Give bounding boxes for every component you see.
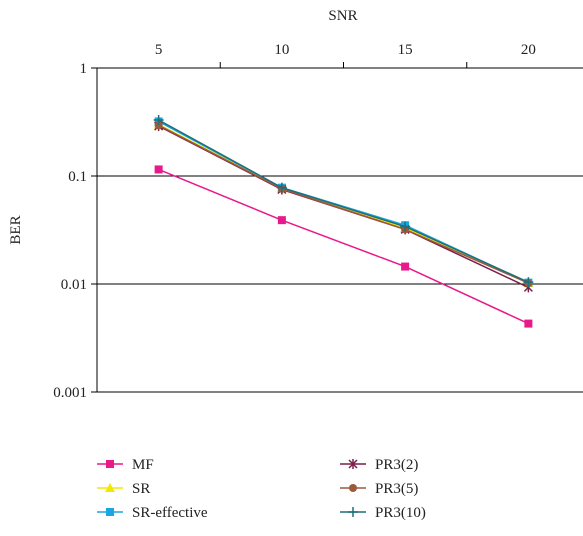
tick-labels: 1 0.1 0.01 0.001 5 10 15 20 <box>53 42 536 401</box>
series-sr <box>153 119 534 288</box>
x-axis-title: SNR <box>328 8 357 24</box>
legend-item: PR3(2) <box>340 457 418 473</box>
legend-label: SR <box>132 481 150 497</box>
y-tick-label: 0.01 <box>61 277 87 293</box>
legend-item: PR3(5) <box>340 481 418 497</box>
series-sr-effective <box>154 117 533 287</box>
x-tick-label: 15 <box>398 42 413 58</box>
data-point <box>154 165 163 174</box>
series-line <box>158 119 529 283</box>
legend-label: PR3(2) <box>375 457 418 473</box>
legend-item: MF <box>97 457 154 473</box>
grid-lines <box>97 175 583 285</box>
x-tick-label: 5 <box>155 42 163 58</box>
data-point <box>153 115 164 126</box>
data-point <box>277 216 286 225</box>
series-pr3-10- <box>153 115 534 288</box>
data-point <box>524 319 533 328</box>
data-series <box>153 115 534 328</box>
y-axis-title: BER <box>8 215 24 244</box>
legend-marker <box>106 508 114 516</box>
y-tick-label: 0.001 <box>53 385 87 401</box>
legend-marker <box>105 483 115 492</box>
series-line <box>158 168 529 325</box>
x-tick-label: 10 <box>274 42 289 58</box>
data-point <box>276 182 287 193</box>
legend-label: PR3(5) <box>375 481 418 497</box>
legend-marker <box>106 460 114 468</box>
axes <box>91 62 583 393</box>
y-tick-label: 0.1 <box>68 169 87 185</box>
legend-marker <box>348 507 358 517</box>
legend-item: SR <box>97 481 150 497</box>
data-point <box>400 221 411 232</box>
y-tick-label: 1 <box>80 61 88 77</box>
series-line <box>158 124 529 284</box>
legend-label: MF <box>132 457 154 473</box>
legend-label: SR-effective <box>132 505 208 521</box>
legend-item: PR3(10) <box>340 505 426 521</box>
legend-item: SR-effective <box>97 505 208 521</box>
series-mf <box>154 165 533 328</box>
data-point <box>401 262 410 271</box>
data-point <box>154 121 163 130</box>
legend-marker <box>348 459 358 469</box>
x-tick-label: 20 <box>521 42 536 58</box>
legend: MF SR SR-effective PR3(2) PR3(5) PR3(10) <box>97 457 426 521</box>
data-point <box>523 277 534 288</box>
legend-marker <box>349 484 357 492</box>
legend-label: PR3(10) <box>375 505 426 521</box>
